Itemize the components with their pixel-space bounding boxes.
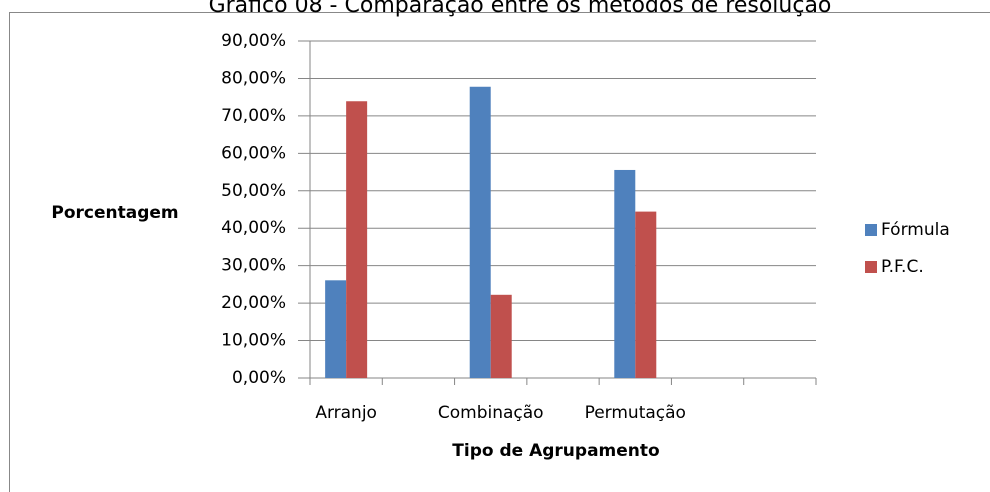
y-tick-label: 30,00% bbox=[221, 256, 286, 276]
legend-swatch bbox=[865, 261, 877, 273]
bar bbox=[635, 211, 657, 378]
legend-label: Fórmula bbox=[881, 220, 950, 240]
y-tick-label: 50,00% bbox=[221, 181, 286, 201]
bar bbox=[346, 101, 368, 378]
bar bbox=[614, 169, 636, 378]
legend-swatch bbox=[865, 224, 877, 236]
y-tick-label: 0,00% bbox=[232, 368, 286, 388]
x-tick-label: Arranjo bbox=[315, 403, 377, 423]
y-tick-label: 20,00% bbox=[221, 293, 286, 313]
y-tick-label: 40,00% bbox=[221, 218, 286, 238]
y-tick-label: 80,00% bbox=[221, 68, 286, 88]
chart-title: Gráfico 08 - Comparação entre os métodos… bbox=[209, 0, 832, 18]
y-axis-label: Porcentagem bbox=[51, 203, 178, 223]
chart-frame bbox=[9, 12, 990, 492]
x-tick-label: Combinação bbox=[438, 403, 544, 423]
bar bbox=[325, 280, 347, 378]
x-tick-label: Permutação bbox=[585, 403, 686, 423]
bar bbox=[490, 294, 512, 378]
x-axis-label: Tipo de Agrupamento bbox=[452, 441, 659, 461]
y-tick-label: 70,00% bbox=[221, 106, 286, 126]
y-tick-label: 60,00% bbox=[221, 143, 286, 163]
y-tick-label: 90,00% bbox=[221, 31, 286, 51]
bar bbox=[469, 86, 491, 378]
y-tick-label: 10,00% bbox=[221, 331, 286, 351]
legend-label: P.F.C. bbox=[881, 257, 924, 277]
